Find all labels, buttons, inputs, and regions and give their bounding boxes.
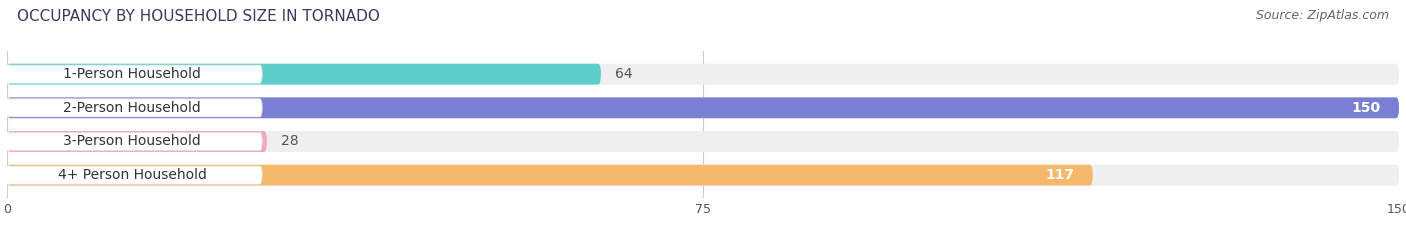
FancyBboxPatch shape [7,97,1399,118]
FancyBboxPatch shape [3,166,262,184]
Text: 2-Person Household: 2-Person Household [63,101,201,115]
FancyBboxPatch shape [3,65,262,83]
Text: 3-Person Household: 3-Person Household [63,134,201,148]
FancyBboxPatch shape [7,131,267,152]
Text: 28: 28 [281,134,298,148]
FancyBboxPatch shape [7,64,1399,85]
Text: 117: 117 [1045,168,1074,182]
Text: 4+ Person Household: 4+ Person Household [58,168,207,182]
Text: 150: 150 [1351,101,1381,115]
Text: 64: 64 [614,67,633,81]
FancyBboxPatch shape [7,165,1092,186]
FancyBboxPatch shape [7,64,600,85]
FancyBboxPatch shape [7,97,1399,118]
FancyBboxPatch shape [7,131,1399,152]
FancyBboxPatch shape [3,99,262,117]
Text: 1-Person Household: 1-Person Household [63,67,201,81]
FancyBboxPatch shape [3,132,262,151]
FancyBboxPatch shape [7,165,1399,186]
Text: Source: ZipAtlas.com: Source: ZipAtlas.com [1256,9,1389,22]
Text: OCCUPANCY BY HOUSEHOLD SIZE IN TORNADO: OCCUPANCY BY HOUSEHOLD SIZE IN TORNADO [17,9,380,24]
